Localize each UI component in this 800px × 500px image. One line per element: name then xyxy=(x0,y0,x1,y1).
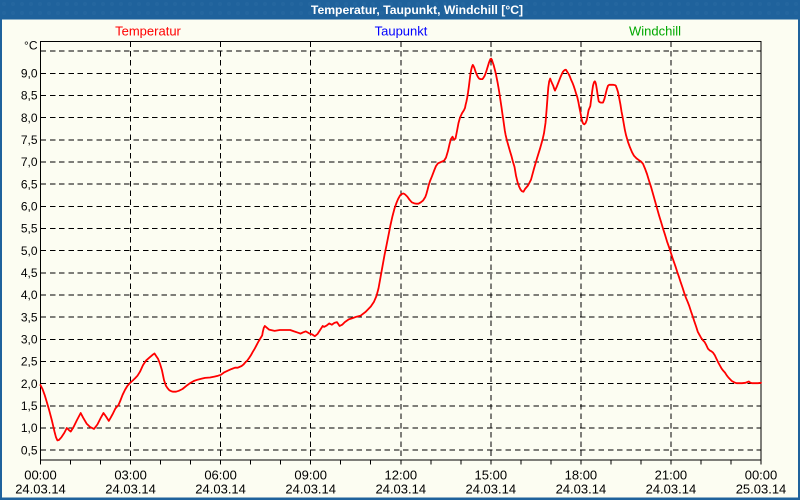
svg-text:4,0: 4,0 xyxy=(21,288,38,302)
svg-text:Windchill: Windchill xyxy=(629,24,681,39)
svg-text:24.03.14: 24.03.14 xyxy=(105,482,156,497)
svg-text:3,0: 3,0 xyxy=(21,333,38,347)
svg-text:Temperatur: Temperatur xyxy=(115,24,181,39)
svg-text:1,5: 1,5 xyxy=(21,399,38,413)
svg-text:15:00: 15:00 xyxy=(475,468,508,483)
svg-text:24.03.14: 24.03.14 xyxy=(556,482,607,497)
svg-text:1,0: 1,0 xyxy=(21,421,38,435)
svg-text:24.03.14: 24.03.14 xyxy=(15,482,66,497)
svg-text:24.03.14: 24.03.14 xyxy=(646,482,697,497)
svg-text:09:00: 09:00 xyxy=(294,468,327,483)
svg-text:°C: °C xyxy=(24,39,38,53)
svg-text:24.03.14: 24.03.14 xyxy=(285,482,336,497)
svg-text:06:00: 06:00 xyxy=(204,468,237,483)
svg-text:18:00: 18:00 xyxy=(565,468,598,483)
svg-text:25.03.14: 25.03.14 xyxy=(736,482,787,497)
svg-text:21:00: 21:00 xyxy=(655,468,688,483)
svg-text:9,0: 9,0 xyxy=(21,67,38,81)
svg-text:0,5: 0,5 xyxy=(21,443,38,457)
svg-text:03:00: 03:00 xyxy=(114,468,147,483)
svg-text:5,5: 5,5 xyxy=(21,222,38,236)
svg-text:12:00: 12:00 xyxy=(385,468,418,483)
svg-text:6,5: 6,5 xyxy=(21,177,38,191)
svg-text:8,5: 8,5 xyxy=(21,89,38,103)
svg-text:6,0: 6,0 xyxy=(21,200,38,214)
svg-text:00:00: 00:00 xyxy=(24,468,57,483)
svg-text:5,0: 5,0 xyxy=(21,244,38,258)
svg-text:24.03.14: 24.03.14 xyxy=(375,482,426,497)
svg-text:24.03.14: 24.03.14 xyxy=(465,482,516,497)
svg-text:Taupunkt: Taupunkt xyxy=(375,24,428,39)
svg-text:Temperatur, Taupunkt, Windchil: Temperatur, Taupunkt, Windchill [°C] xyxy=(311,3,523,17)
svg-text:2,0: 2,0 xyxy=(21,377,38,391)
svg-text:3,5: 3,5 xyxy=(21,310,38,324)
svg-text:24.03.14: 24.03.14 xyxy=(195,482,246,497)
svg-text:4,5: 4,5 xyxy=(21,266,38,280)
svg-text:7,5: 7,5 xyxy=(21,133,38,147)
svg-text:00:00: 00:00 xyxy=(745,468,778,483)
svg-text:2,5: 2,5 xyxy=(21,355,38,369)
svg-text:7,0: 7,0 xyxy=(21,155,38,169)
svg-text:8,0: 8,0 xyxy=(21,111,38,125)
